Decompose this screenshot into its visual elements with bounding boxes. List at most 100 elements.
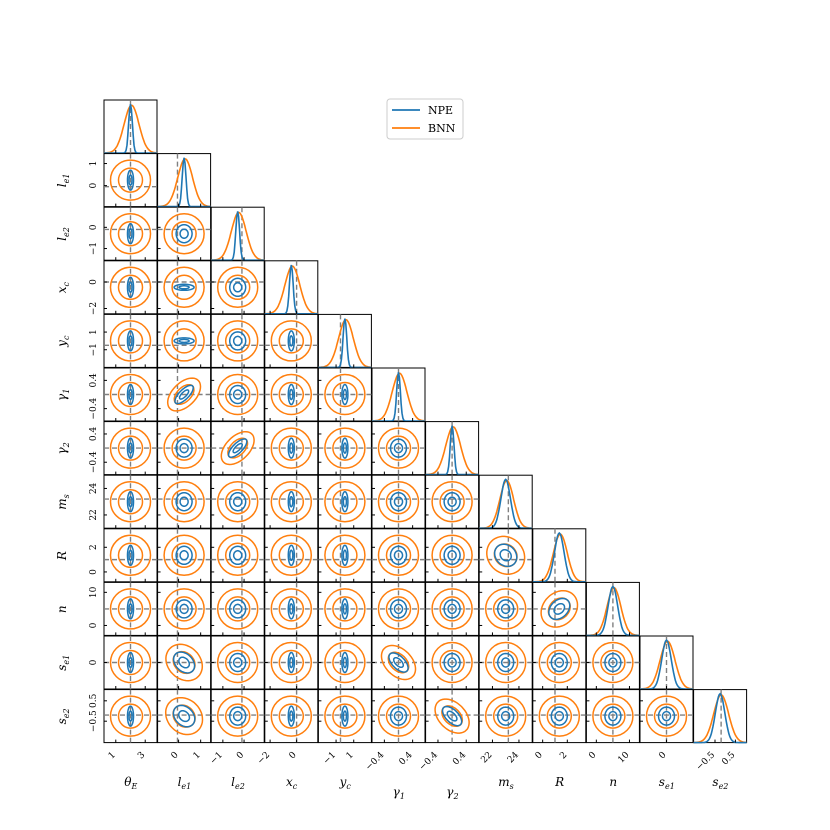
npe-contour-outer [287, 705, 296, 727]
panel-frame [264, 689, 319, 744]
npe-contour-outer [228, 599, 247, 619]
bnn-contour-inner [653, 703, 680, 729]
panel-frame [210, 528, 265, 583]
npe-contour-outer [172, 651, 196, 674]
y-tick-label: 0.4 [89, 427, 99, 442]
y-tick-label: 0.4 [89, 373, 99, 388]
bnn-contour-outer [324, 695, 366, 737]
bnn-contour-inner [385, 703, 412, 729]
npe-contour-outer [126, 222, 135, 245]
bnn-contour-inner [332, 488, 358, 515]
bnn-contour-outer [163, 588, 205, 630]
panel-5-5 [371, 367, 426, 422]
npe-contour-inner [128, 442, 133, 454]
y-axis-label: R [55, 551, 69, 561]
panel-11-9 [585, 689, 640, 744]
npe-contour-inner [232, 710, 243, 722]
npe-contour-inner [289, 603, 294, 615]
npe-contour-inner [393, 710, 404, 722]
npe-contour-inner [178, 656, 191, 669]
x-axis-label: γ1 [393, 785, 405, 801]
panel-10-4 [317, 635, 372, 690]
legend-npe-label: NPE [428, 104, 453, 117]
npe-contour-outer [496, 652, 515, 673]
panel-frame [157, 260, 212, 315]
panel-7-0 [103, 474, 158, 529]
bnn-contour-inner [117, 703, 144, 729]
npe-contour-inner [232, 282, 243, 293]
panel-8-2 [210, 528, 265, 583]
x-axis-label: se1 [659, 775, 675, 791]
bnn-contour-outer [220, 430, 255, 466]
npe-contour-inner [232, 496, 243, 507]
npe-contour-outer [287, 598, 296, 620]
npe-contour-outer [228, 706, 247, 726]
panel-9-3 [264, 581, 319, 636]
bnn-contour-outer [109, 159, 152, 201]
bnn-contour-outer [377, 427, 420, 469]
npe-contour-inner [289, 442, 294, 454]
bnn-contour-inner [332, 542, 358, 569]
x-axis-label: ms [498, 775, 514, 791]
panel-10-2 [210, 635, 265, 690]
npe-contour-outer [228, 331, 247, 351]
npe-contour-outer [126, 330, 135, 352]
bnn-contour-outer [109, 373, 152, 416]
npe-contour-inner [500, 603, 511, 615]
npe-contour-outer [341, 383, 349, 406]
bnn-contour-inner [385, 596, 412, 622]
panel-8-6 [425, 528, 480, 583]
npe-contour-outer [175, 599, 193, 619]
npe-contour-outer [228, 491, 247, 512]
bnn-contour-inner [278, 435, 305, 461]
x-tick-label: 1 [192, 750, 203, 761]
bnn-contour-outer [377, 695, 420, 737]
bnn-contour-outer [431, 641, 473, 684]
npe-contour-inner [289, 335, 294, 347]
bnn-contour-inner [492, 596, 519, 622]
npe-contour-outer [389, 491, 408, 512]
panel-9-2 [210, 581, 265, 636]
bnn-contour-inner [171, 488, 197, 515]
bnn-marginal [532, 533, 586, 583]
panel-6-0 [103, 421, 158, 476]
npe-contour-outer [341, 490, 349, 513]
bnn-contour-inner [171, 596, 197, 622]
bnn-contour-outer [270, 695, 313, 737]
x-tick-label: −2 [256, 750, 272, 766]
npe-contour-inner [392, 656, 405, 669]
bnn-contour-inner [117, 435, 144, 461]
npe-contour-inner [178, 389, 190, 400]
bnn-contour-outer [538, 641, 581, 684]
bnn-contour-inner [546, 649, 573, 676]
panel-6-2 [210, 421, 265, 476]
x-tick-label: 0 [657, 750, 668, 761]
y-axis-label: se1 [55, 655, 71, 671]
bnn-contour-outer [216, 534, 259, 577]
bnn-contour-outer [324, 427, 366, 469]
panel-9-9 [585, 581, 640, 637]
panel-3-3 [264, 260, 319, 315]
bnn-contour-inner [600, 703, 626, 729]
x-tick-label: −0.5 [695, 750, 718, 773]
bnn-contour-inner [224, 274, 251, 301]
npe-contour-inner [232, 657, 243, 668]
bnn-contour-outer [163, 320, 205, 362]
x-tick-label: −0.4 [364, 750, 387, 773]
x-axis-label: R [554, 775, 564, 789]
bnn-contour-inner [332, 703, 358, 729]
npe-contour-inner [342, 495, 348, 508]
bnn-contour-outer [163, 534, 205, 577]
panel-frame [478, 689, 533, 744]
bnn-contour-outer [164, 696, 204, 736]
panel-frame [317, 474, 372, 529]
x-tick-label: −1 [209, 750, 225, 766]
panel-frame [693, 689, 748, 744]
npe-contour-inner [447, 550, 457, 561]
panel-11-0 [103, 689, 158, 744]
npe-marginal [157, 157, 211, 208]
bnn-contour-inner [117, 596, 144, 622]
bnn-contour-inner [224, 703, 251, 729]
npe-contour-outer [443, 599, 461, 619]
